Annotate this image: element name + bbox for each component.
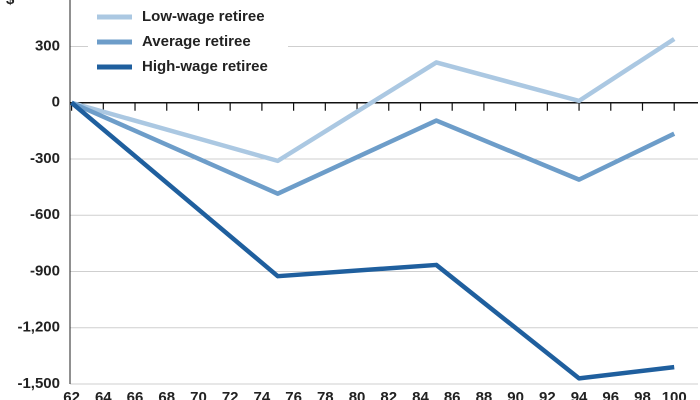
legend-label: Average retiree [142,33,251,50]
x-tick-label: 88 [476,389,493,400]
legend-label: High-wage retiree [142,58,268,75]
x-tick-label: 76 [285,389,302,400]
y-tick-label: 0 [52,94,60,111]
x-tick-label: 90 [507,389,524,400]
x-tick-label: 92 [539,389,556,400]
x-tick-label: 64 [95,389,112,400]
x-tick-label: 86 [444,389,461,400]
y-tick-label: -1,200 [17,319,60,336]
legend-label: Low-wage retiree [142,8,265,25]
y-tick-label: 300 [35,37,60,54]
series-line [70,100,676,196]
series-line [70,101,675,381]
x-tick-label: 70 [190,389,207,400]
x-tick-label: 68 [158,389,175,400]
x-tick-label: 62 [63,389,80,400]
y-tick-label: -600 [30,206,60,223]
x-tick-label: 74 [254,389,271,400]
series-line [70,37,676,164]
y-axis-label: $ [6,0,15,8]
x-tick-label: 80 [349,389,366,400]
x-tick-label: 78 [317,389,334,400]
x-tick-label: 72 [222,389,239,400]
y-tick-label: -1,500 [17,375,60,392]
x-tick-label: 82 [380,389,397,400]
y-tick-label: -300 [30,150,60,167]
x-tick-label: 98 [634,389,651,400]
x-tick-label: 96 [602,389,619,400]
y-tick-label: -900 [30,262,60,279]
x-tick-label: 66 [127,389,144,400]
x-tick-label: 100 [662,389,687,400]
x-tick-label: 94 [571,389,588,400]
x-tick-label: 84 [412,389,429,400]
